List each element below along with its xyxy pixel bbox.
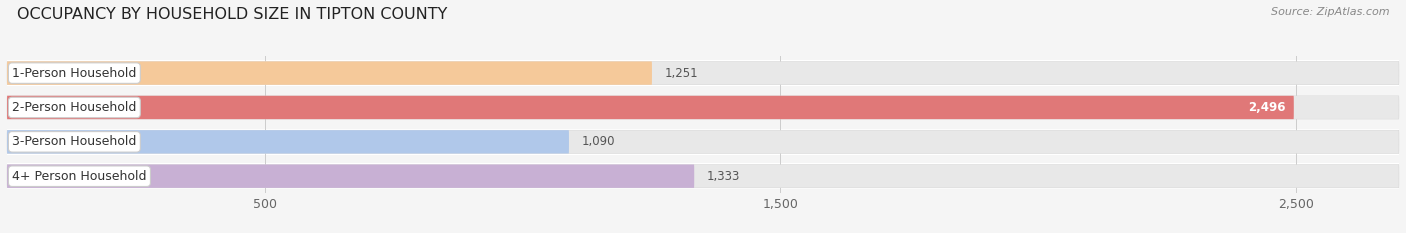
Text: 1,251: 1,251 xyxy=(665,67,699,80)
FancyBboxPatch shape xyxy=(7,164,1399,188)
FancyBboxPatch shape xyxy=(7,60,1399,86)
FancyBboxPatch shape xyxy=(7,129,1399,154)
FancyBboxPatch shape xyxy=(7,164,1399,189)
Text: 4+ Person Household: 4+ Person Household xyxy=(13,170,146,183)
FancyBboxPatch shape xyxy=(7,62,652,85)
FancyBboxPatch shape xyxy=(7,130,1399,154)
Text: 2-Person Household: 2-Person Household xyxy=(13,101,136,114)
Text: 1,090: 1,090 xyxy=(582,135,616,148)
FancyBboxPatch shape xyxy=(7,96,1294,119)
Text: 3-Person Household: 3-Person Household xyxy=(13,135,136,148)
FancyBboxPatch shape xyxy=(7,96,1399,119)
Text: 1-Person Household: 1-Person Household xyxy=(13,67,136,80)
FancyBboxPatch shape xyxy=(7,130,569,154)
Text: Source: ZipAtlas.com: Source: ZipAtlas.com xyxy=(1271,7,1389,17)
Text: 1,333: 1,333 xyxy=(707,170,741,183)
Text: OCCUPANCY BY HOUSEHOLD SIZE IN TIPTON COUNTY: OCCUPANCY BY HOUSEHOLD SIZE IN TIPTON CO… xyxy=(17,7,447,22)
FancyBboxPatch shape xyxy=(7,164,695,188)
FancyBboxPatch shape xyxy=(7,62,1399,85)
Text: 2,496: 2,496 xyxy=(1249,101,1286,114)
FancyBboxPatch shape xyxy=(7,95,1399,120)
